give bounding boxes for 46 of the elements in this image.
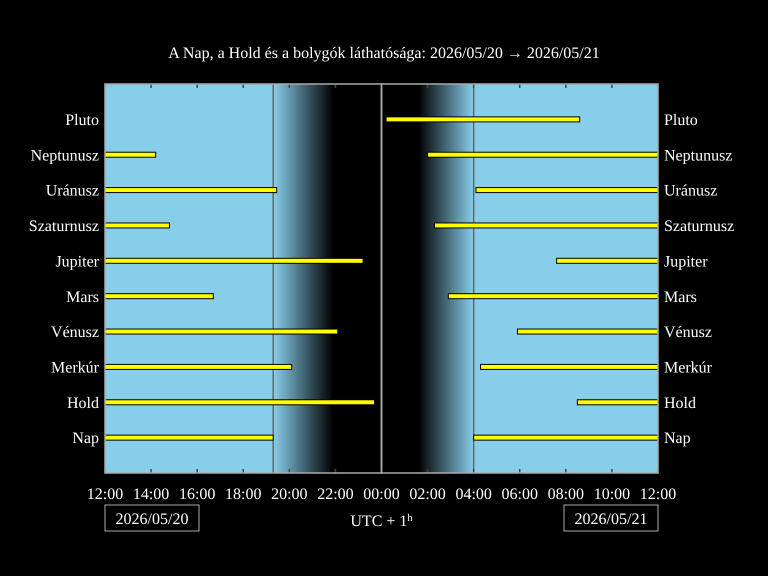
y-tick-label: Merkúr xyxy=(664,360,713,377)
y-tick-label: Neptunusz xyxy=(664,147,732,164)
y-tick-label: Szaturnusz xyxy=(664,218,734,236)
x-tick-label: 22:00 xyxy=(317,486,354,503)
y-tick-label: Uránusz xyxy=(46,182,99,200)
bar xyxy=(104,222,170,228)
x-tick-label: 12:00 xyxy=(640,486,676,503)
x-tick-label: 12:00 xyxy=(86,486,124,503)
y-tick-label: Mars xyxy=(66,288,99,306)
x-tick-label: 14:00 xyxy=(132,486,170,503)
bar xyxy=(104,152,156,158)
y-tick-label: Vénusz xyxy=(664,324,712,342)
x-tick-label: 10:00 xyxy=(594,486,630,503)
y-tick-label: Pluto xyxy=(65,112,99,129)
bar xyxy=(104,399,376,406)
bar xyxy=(104,364,292,370)
x-axis-title: UTC + 1$^{h}$ xyxy=(350,512,414,530)
y-tick-label: Merkúr xyxy=(51,360,100,377)
x-tick-label: 20:00 xyxy=(271,486,308,503)
bar xyxy=(104,293,214,300)
chart-title: A Nap, a Hold és a bolygók láthatósága: 2026/05/20 → 2026/05/21 xyxy=(168,45,600,62)
y-tick-label: Vénusz xyxy=(51,324,99,342)
text: 2026/05/21 xyxy=(574,511,648,528)
y-tick-label: Nap xyxy=(72,430,99,448)
x-tick-label: 00:00 xyxy=(363,486,400,503)
x-tick-label: 18:00 xyxy=(225,486,262,503)
bar xyxy=(104,328,338,335)
bar xyxy=(104,258,364,264)
bar xyxy=(104,434,274,441)
y-tick-label: Nap xyxy=(664,430,691,448)
y-tick-label: Hold xyxy=(67,394,99,412)
bar xyxy=(104,187,278,194)
x-tick-label: 06:00 xyxy=(502,486,538,503)
x-tick-label: 04:00 xyxy=(455,486,492,503)
x-tick-label: 02:00 xyxy=(409,486,446,503)
y-tick-label: Jupiter xyxy=(664,253,708,270)
y-tick-label: Hold xyxy=(664,394,696,412)
y-tick-label: Jupiter xyxy=(55,253,100,270)
y-tick-label: Neptunusz xyxy=(30,147,99,164)
y-tick-label: Pluto xyxy=(664,112,698,129)
y-tick-label: Uránusz xyxy=(664,182,718,200)
x-tick-label: 08:00 xyxy=(548,486,584,503)
y-tick-label: Mars xyxy=(664,288,697,306)
y-tick-label: Szaturnusz xyxy=(28,218,99,236)
text: 2026/05/20 xyxy=(116,511,188,528)
x-tick-label: 16:00 xyxy=(178,486,216,503)
